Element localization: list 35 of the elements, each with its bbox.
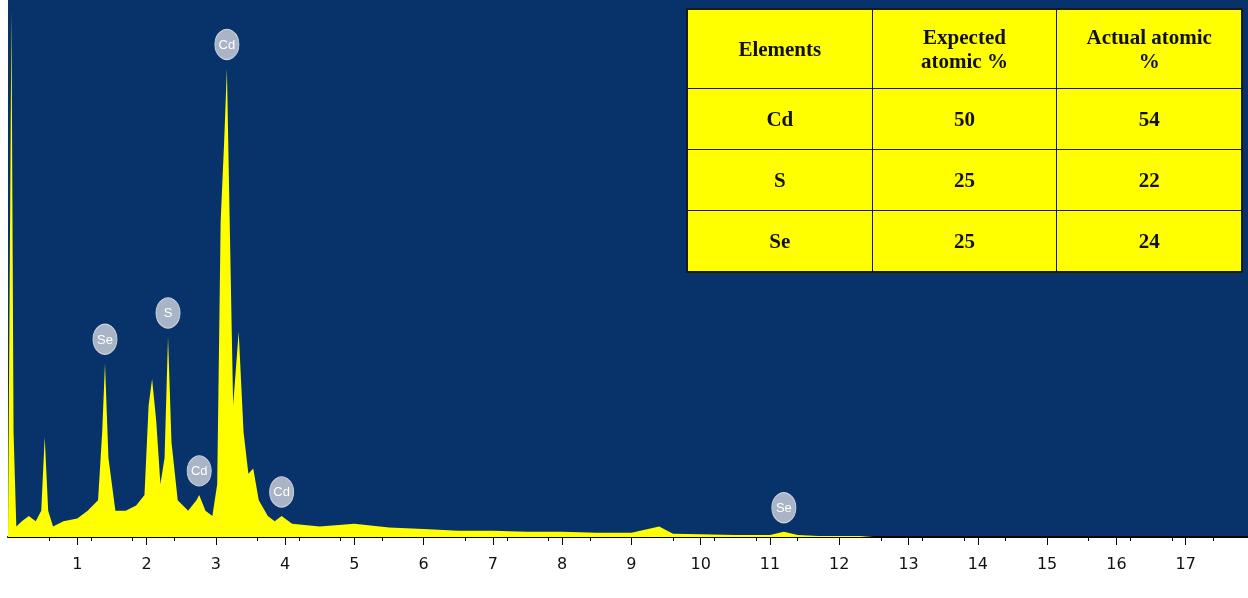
x-tick-label: 3	[210, 553, 221, 573]
annotation: Expected atomic %	[872, 9, 1057, 89]
annotation: S	[163, 305, 173, 321]
annotation: 22	[1056, 149, 1242, 211]
x-tick-label: 2	[141, 553, 152, 573]
annotation: 50	[872, 88, 1057, 150]
annotation: Se	[687, 210, 873, 272]
x-tick-label: 9	[626, 553, 637, 573]
x-tick-label: 4	[280, 553, 291, 573]
annotation: Cd	[687, 88, 873, 150]
annotation: 54	[1056, 88, 1242, 150]
x-tick-label: 12	[829, 553, 850, 573]
annotation: 25	[872, 149, 1057, 211]
x-tick-label: 8	[557, 553, 568, 573]
x-tick-label: 1	[72, 553, 83, 573]
annotation: Cd	[190, 463, 208, 479]
x-tick-label: 17	[1175, 553, 1196, 573]
x-tick-label: 7	[487, 553, 499, 573]
x-tick-label: 16	[1106, 553, 1127, 573]
annotation: Se	[775, 500, 792, 516]
x-tick-label: 5	[349, 553, 360, 573]
annotation: S	[687, 149, 873, 211]
annotation: Cd	[273, 484, 290, 500]
annotation: Se	[97, 331, 113, 347]
x-tick-label: 13	[898, 553, 919, 573]
x-tick-label: 10	[690, 553, 711, 573]
annotation: Elements	[687, 9, 873, 89]
annotation: Cd	[218, 36, 236, 52]
x-tick-label: 14	[967, 553, 989, 573]
x-tick-label: 11	[759, 553, 781, 573]
annotation: 24	[1056, 210, 1242, 272]
x-tick-label: 6	[418, 553, 429, 573]
x-tick-label: 15	[1036, 553, 1058, 573]
annotation: Actual atomic %	[1056, 9, 1242, 89]
annotation: 25	[872, 210, 1057, 272]
